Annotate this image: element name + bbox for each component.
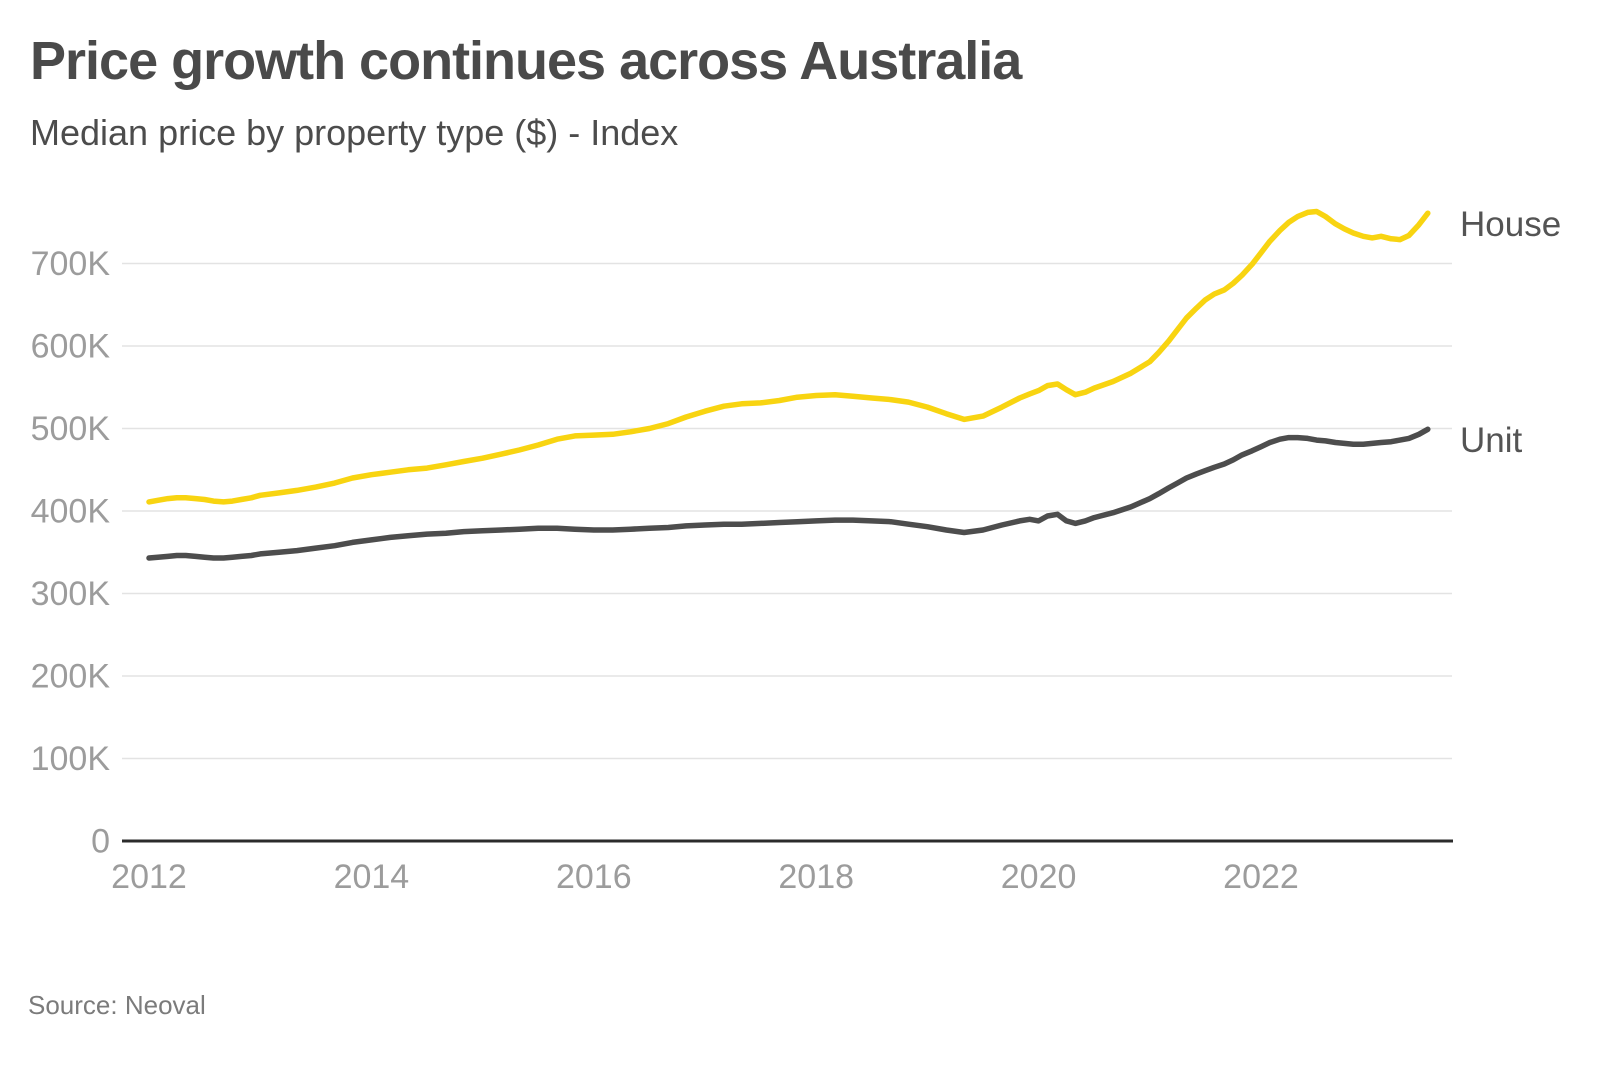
chart-subtitle: Median price by property type ($) - Inde… — [30, 112, 679, 153]
unit-line — [146, 426, 1431, 561]
x-axis-tick-label: 2018 — [778, 858, 854, 896]
y-axis-tick-label: 100K — [31, 740, 111, 778]
x-axis-tick-label: 2016 — [556, 858, 632, 896]
x-axis-tick-label: 2022 — [1223, 858, 1299, 896]
x-axis-tick-label: 2020 — [1001, 858, 1077, 896]
page-title: Price growth continues across Australia — [30, 31, 1022, 91]
house-series-label: House — [1460, 205, 1561, 244]
y-axis-tick-label: 600K — [31, 328, 111, 366]
y-axis-tick-label: 200K — [31, 658, 111, 696]
unit-series-label: Unit — [1460, 421, 1523, 460]
x-axis-tick-label: 2014 — [334, 858, 410, 896]
y-axis-tick-label: 300K — [31, 575, 111, 613]
source-caption: Source: Neoval — [28, 990, 206, 1020]
y-axis-tick-label: 700K — [31, 245, 111, 283]
y-axis-tick-label: 0 — [91, 823, 110, 861]
x-axis-tick-label: 2012 — [111, 858, 187, 896]
house-line — [146, 208, 1431, 505]
y-axis-tick-label: 400K — [31, 493, 111, 531]
y-axis-tick-label: 500K — [31, 410, 111, 448]
